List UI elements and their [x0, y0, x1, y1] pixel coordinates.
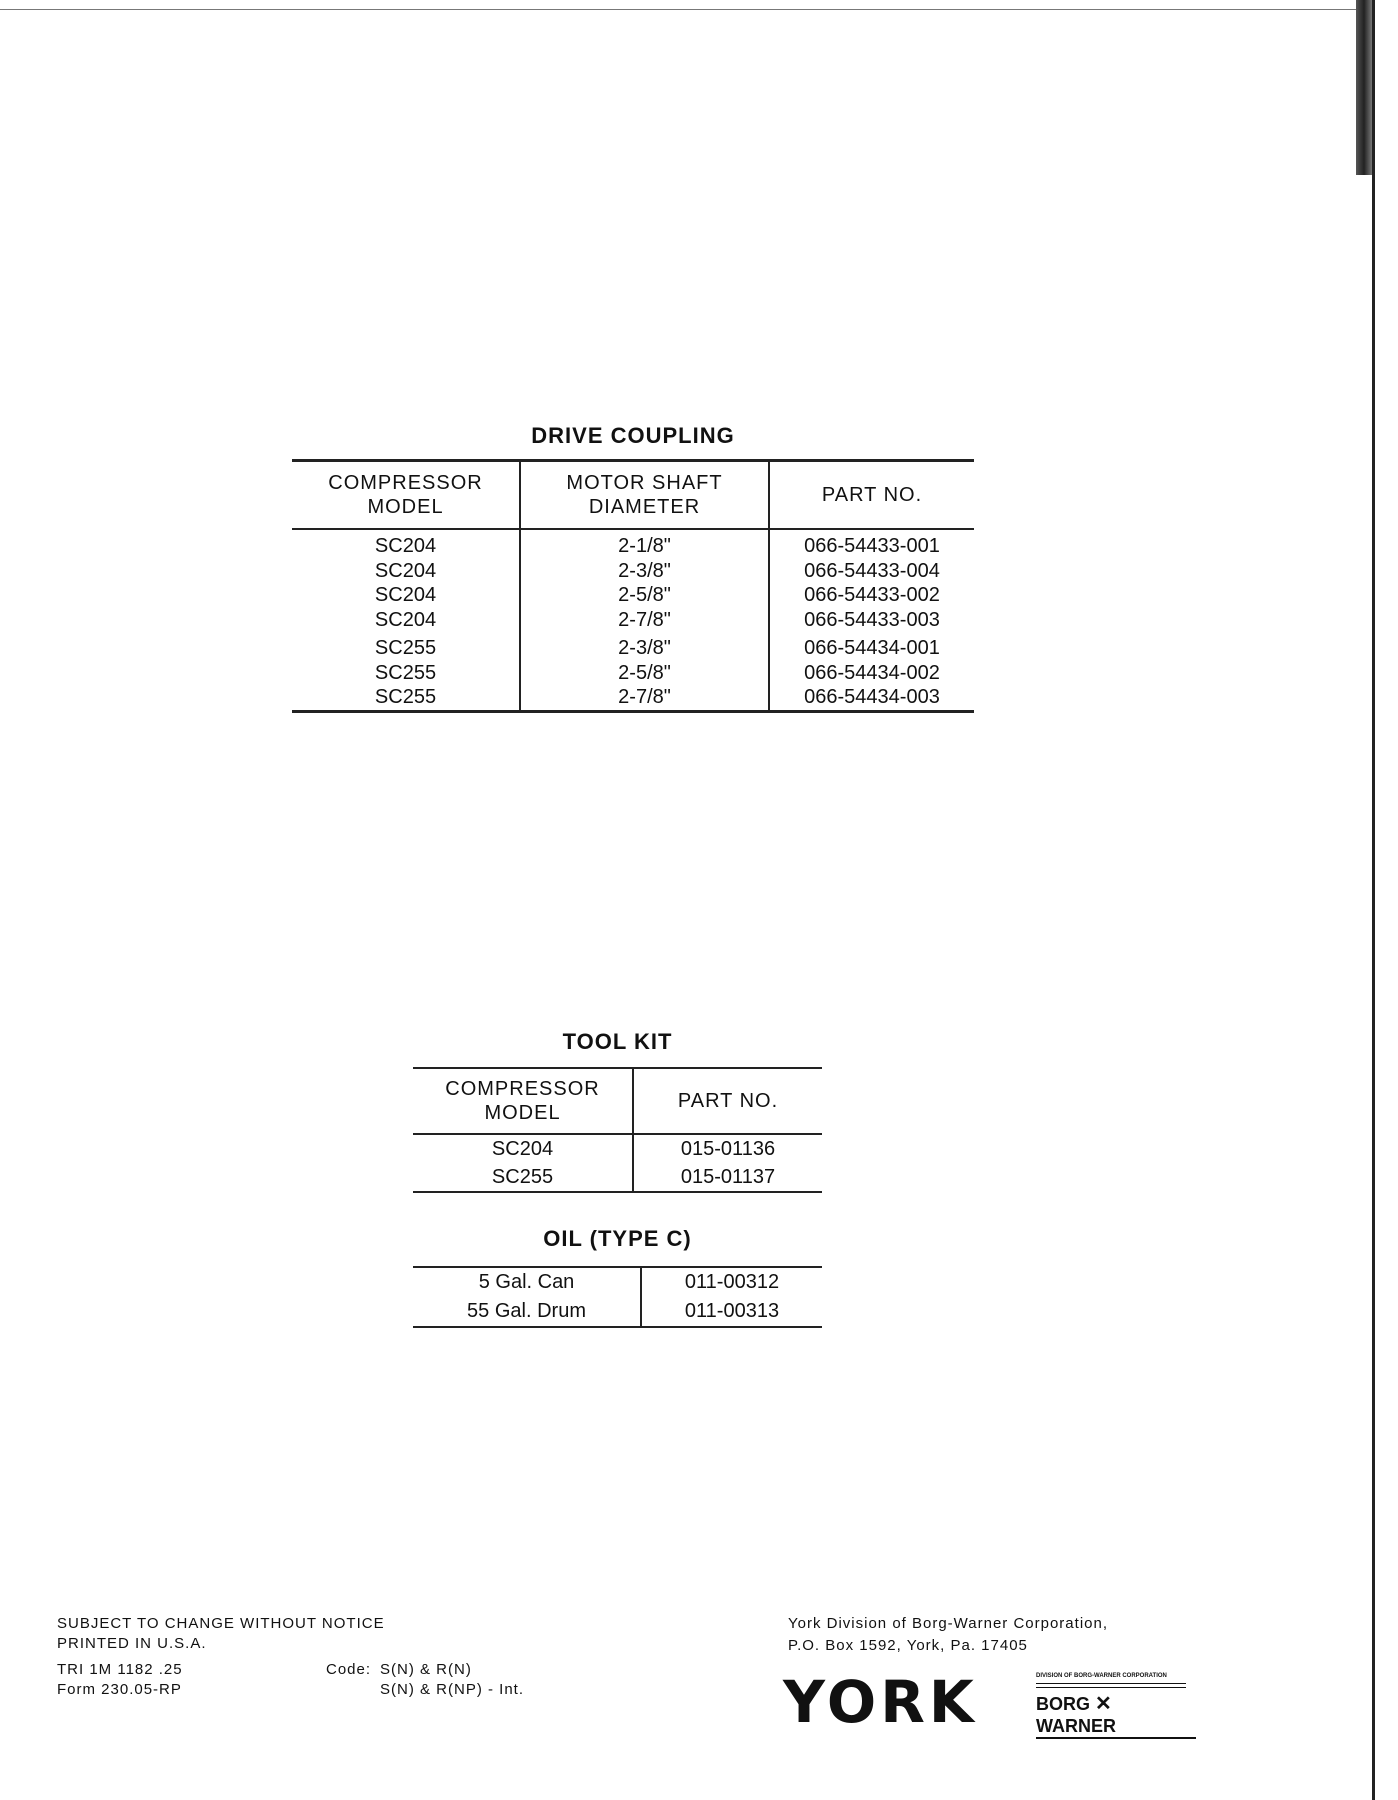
address-line-2: P.O. Box 1592, York, Pa. 17405 — [788, 1637, 1028, 1654]
table-cell: 066-54434-002 — [768, 660, 974, 685]
table-cell: 066-54433-001 — [768, 529, 974, 559]
tri-code: TRI 1M 1182 .25 — [57, 1661, 183, 1678]
table-cell: SC204 — [374, 608, 437, 631]
table-row: SC255 2-5/8" 066-54434-002 — [292, 660, 974, 685]
table-row: 55 Gal. Drum 011-00313 — [413, 1297, 822, 1327]
table-cell: 2-3/8" — [519, 632, 769, 661]
table-row: 5 Gal. Can 011-00312 — [413, 1267, 822, 1297]
table-cell: 066-54433-002 — [768, 583, 974, 608]
table-cell: SC204 — [374, 535, 437, 558]
table-row: SC255 015-01137 — [413, 1163, 822, 1192]
scan-page-edge — [1372, 0, 1375, 1800]
borg-warner-wordmark: BORG ✕ WARNER — [1036, 1691, 1196, 1739]
warner-text: WARNER — [1036, 1716, 1116, 1736]
table-cell: SC204 — [491, 1137, 554, 1160]
table-cell: SC255 — [374, 661, 437, 684]
table-cell: SC204 — [374, 559, 437, 582]
table-cell: 2-1/8" — [519, 529, 769, 559]
table-cell: SC255 — [491, 1165, 554, 1188]
scan-binding-edge — [1356, 0, 1372, 175]
table-cell: 2-7/8" — [519, 685, 769, 711]
logo-stripes — [1036, 1683, 1186, 1688]
table-cell: 011-00313 — [640, 1297, 822, 1327]
printed-text: PRINTED IN U.S.A. — [57, 1635, 207, 1652]
table-cell: 2-3/8" — [519, 558, 769, 583]
borg-text: BORG — [1036, 1694, 1090, 1714]
table-cell: 2-7/8" — [519, 607, 769, 632]
table-cell: 2-5/8" — [519, 583, 769, 608]
column-header: PART NO. — [632, 1068, 822, 1135]
york-wordmark: YORK — [783, 1668, 978, 1736]
table-cell: SC255 — [374, 637, 437, 660]
table-row: SC255 2-3/8" 066-54434-001 — [292, 632, 974, 661]
york-logo: YORK — [783, 1668, 978, 1736]
table-cell: 066-54434-003 — [768, 685, 974, 711]
code-label: Code: — [326, 1661, 372, 1678]
drive-coupling-title: DRIVE COUPLING — [531, 423, 735, 448]
tool-kit-title: TOOL KIT — [562, 1029, 673, 1054]
table-row: SC204 2-7/8" 066-54433-003 — [292, 607, 974, 632]
table-cell: 5 Gal. Can — [478, 1271, 575, 1293]
column-header: MOTOR SHAFT DIAMETER — [519, 460, 769, 530]
table-cell: 066-54434-001 — [768, 632, 974, 661]
column-header: COMPRESSOR MODEL — [413, 1068, 633, 1135]
table-row: SC204 2-3/8" 066-54433-004 — [292, 558, 974, 583]
tool-kit-table: COMPRESSOR MODEL PART NO. SC204 015-01136… — [413, 1067, 822, 1193]
drive-coupling-table: COMPRESSOR MODEL MOTOR SHAFT DIAMETER PA… — [292, 459, 974, 713]
form-number: Form 230.05-RP — [57, 1681, 182, 1698]
table-row: SC204 2-1/8" 066-54433-001 — [292, 529, 974, 559]
column-header: COMPRESSOR MODEL — [292, 460, 520, 530]
table-cell: 011-00312 — [640, 1267, 822, 1297]
table-row: SC204 2-5/8" 066-54433-002 — [292, 583, 974, 608]
table-cell: 015-01136 — [632, 1134, 822, 1163]
notice-text: SUBJECT TO CHANGE WITHOUT NOTICE — [57, 1615, 385, 1632]
table-cell: 55 Gal. Drum — [467, 1300, 586, 1322]
borg-warner-logo: DIVISION OF BORG-WARNER CORPORATION BORG… — [1036, 1673, 1196, 1739]
address-line-1: York Division of Borg-Warner Corporation… — [788, 1615, 1109, 1632]
oil-title: OIL (TYPE C) — [543, 1226, 692, 1251]
column-header: PART NO. — [768, 460, 974, 530]
table-cell: 2-5/8" — [519, 660, 769, 685]
table-cell: 066-54433-004 — [768, 558, 974, 583]
table-row: SC255 2-7/8" 066-54434-003 — [292, 685, 974, 711]
division-text: DIVISION OF BORG-WARNER CORPORATION — [1036, 1673, 1167, 1679]
table-cell: SC255 — [374, 686, 437, 709]
code-value-2: S(N) & R(NP) - Int. — [380, 1681, 525, 1698]
table-cell: SC204 — [374, 584, 437, 607]
table-cell: 015-01137 — [632, 1163, 822, 1192]
table-cell: 066-54433-003 — [768, 607, 974, 632]
code-value-1: S(N) & R(N) — [380, 1661, 472, 1678]
scan-top-edge — [0, 9, 1358, 10]
table-row: SC204 015-01136 — [413, 1134, 822, 1163]
oil-table: 5 Gal. Can 011-00312 55 Gal. Drum 011-00313 — [413, 1266, 822, 1328]
